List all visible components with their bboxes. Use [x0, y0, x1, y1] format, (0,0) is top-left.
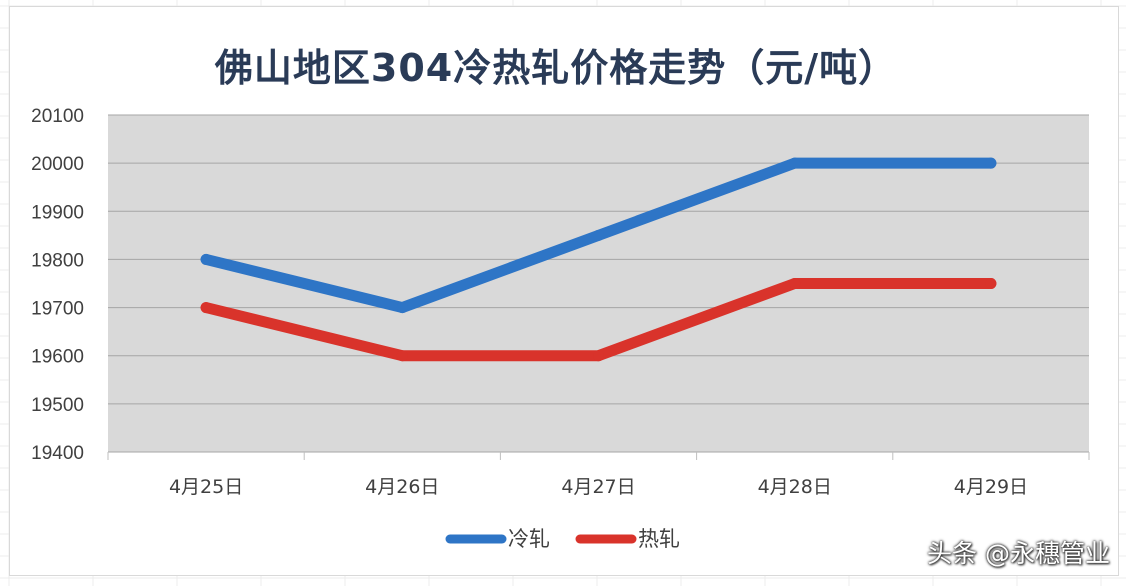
data-point	[789, 157, 801, 169]
data-point	[200, 253, 212, 265]
data-point	[593, 350, 604, 362]
y-tick-label: 19500	[31, 395, 84, 416]
x-tick-label: 4月26日	[365, 476, 439, 498]
y-tick-label: 19600	[31, 347, 84, 368]
y-tick-label: 19900	[31, 202, 84, 223]
y-tick-label: 20100	[31, 106, 84, 127]
y-tick-label: 19800	[31, 250, 84, 271]
x-tick-label: 4月25日	[169, 476, 243, 498]
x-tick-label: 4月29日	[954, 476, 1028, 498]
y-tick-label: 20000	[31, 154, 84, 175]
legend-label: 热轧	[638, 527, 680, 551]
y-tick-label: 19400	[31, 443, 84, 464]
legend-label: 冷轧	[508, 527, 550, 551]
x-tick-label: 4月28日	[758, 476, 832, 498]
x-tick-label: 4月27日	[561, 476, 635, 498]
watermark: 头条 @永穗管业	[927, 539, 1110, 568]
plot-layer: 19400 19500 19600 19700 19800 19900 20000 20100…	[31, 106, 1090, 551]
chart-title: 佛山地区304冷热轧价格走势（元/吨）	[214, 46, 897, 90]
chart-area[interactable]: 佛山地区304冷热轧价格走势（元/吨） 19400 19500 19600 19700…	[9, 6, 1119, 576]
data-point	[985, 278, 997, 289]
y-tick-label: 19700	[31, 299, 84, 320]
data-point	[200, 302, 212, 314]
data-point	[593, 229, 604, 241]
data-point	[789, 278, 801, 289]
data-point	[396, 302, 408, 314]
data-point	[985, 157, 997, 169]
data-point	[396, 350, 408, 362]
line-chart: 佛山地区304冷热轧价格走势（元/吨） 19400 19500 19600 19700…	[31, 46, 1090, 551]
